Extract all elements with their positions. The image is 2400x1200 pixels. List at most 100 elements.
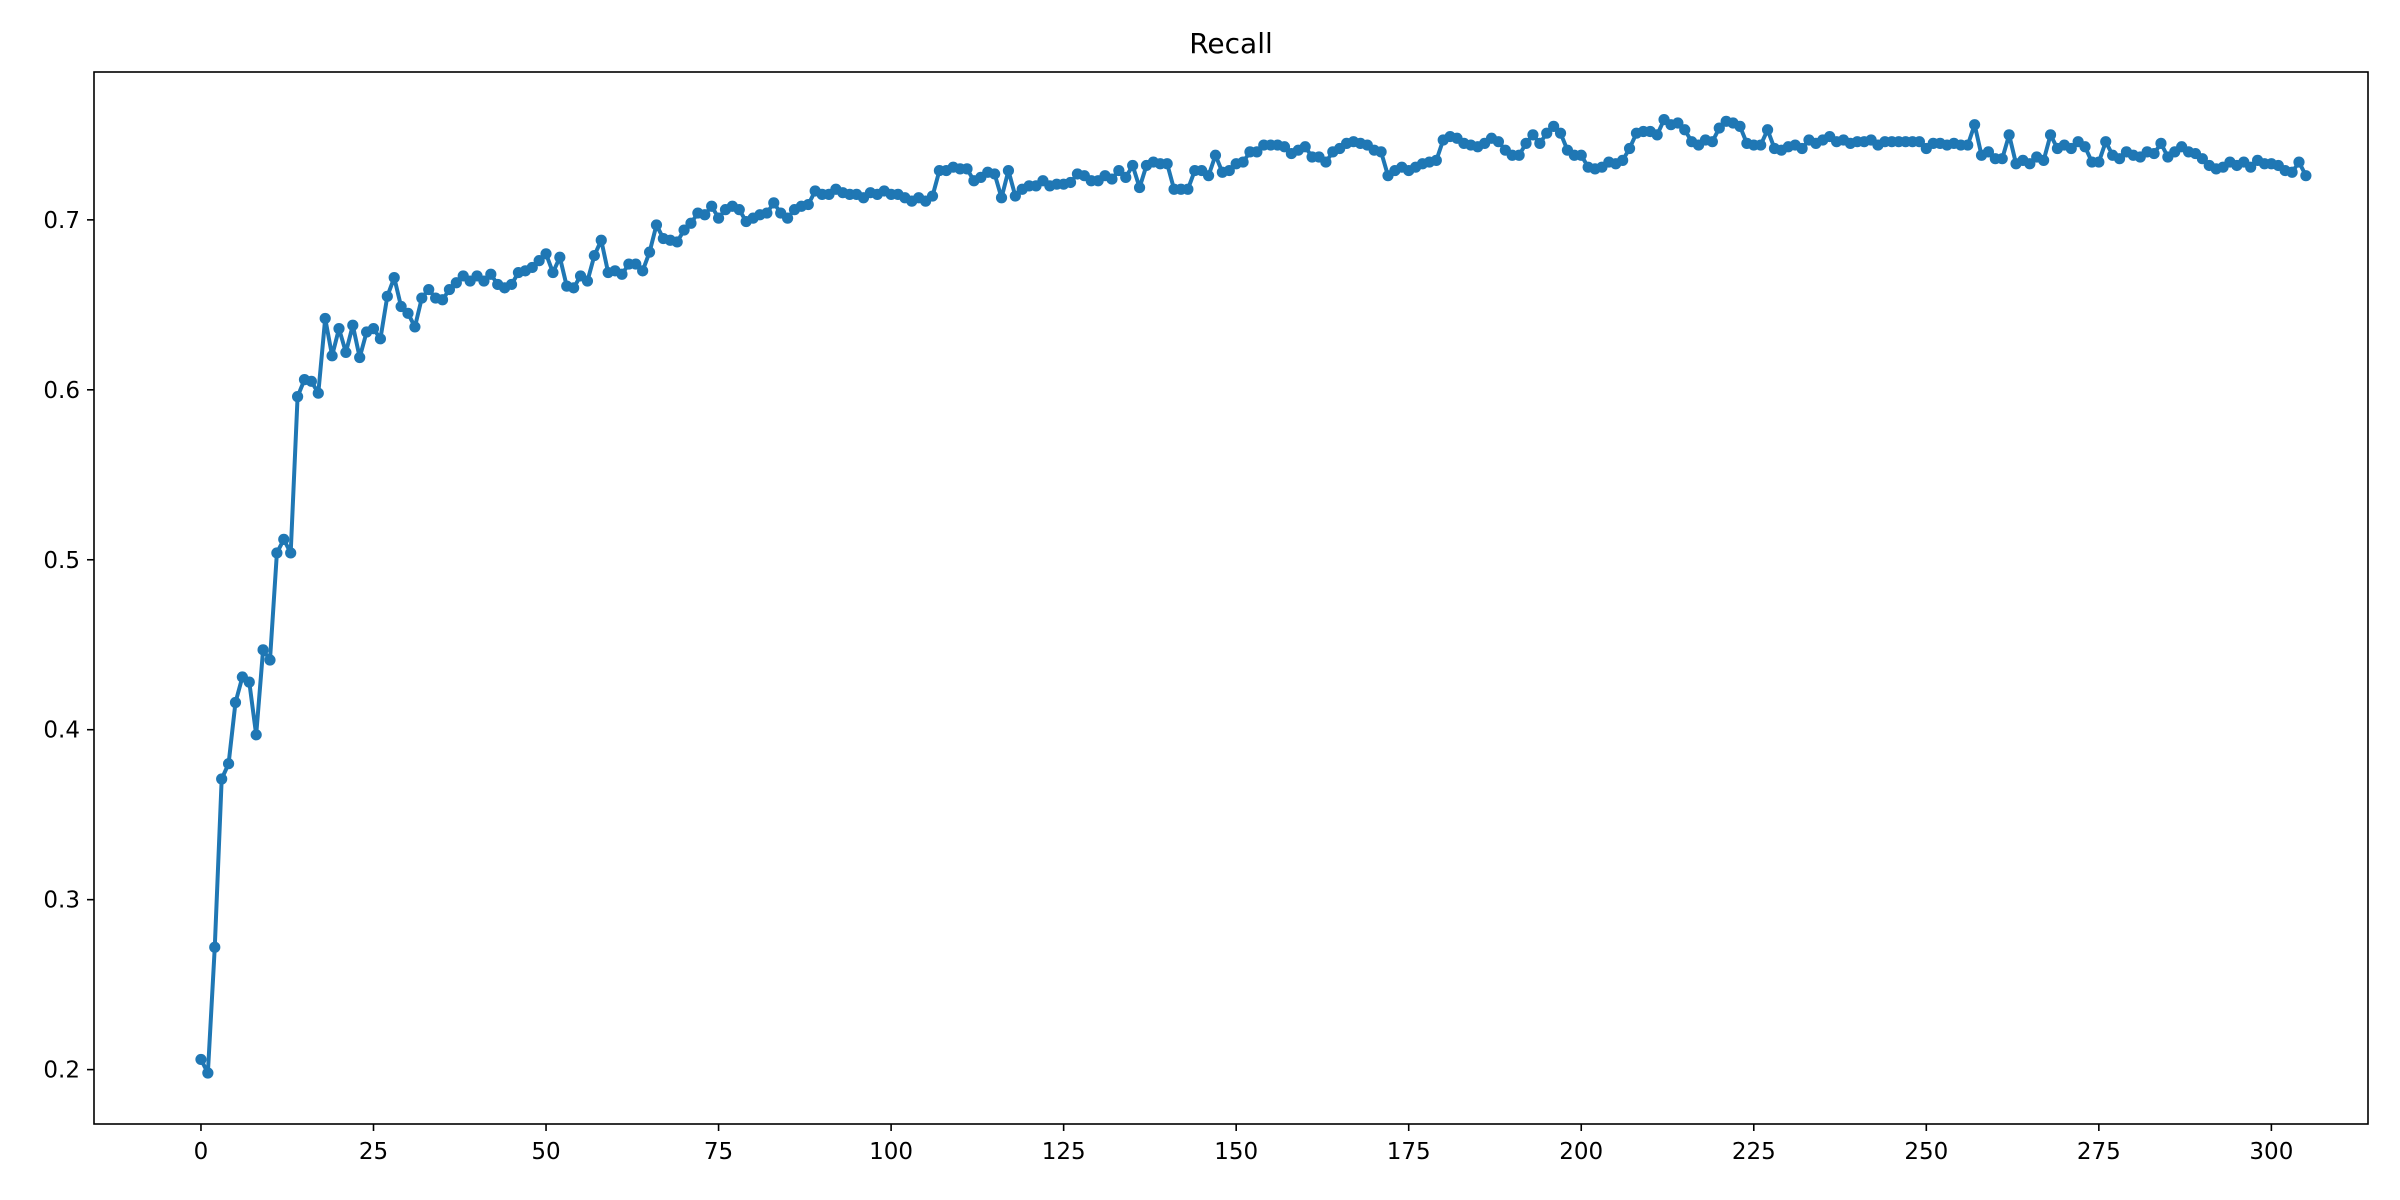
data-point (1617, 154, 1629, 166)
data-point (1106, 173, 1118, 185)
x-tick-label: 250 (1904, 1139, 1948, 1165)
x-tick-label: 225 (1732, 1139, 1776, 1165)
data-point (554, 251, 566, 263)
data-point (533, 255, 545, 267)
y-tick-label: 0.5 (43, 548, 80, 574)
data-point (1541, 127, 1553, 139)
data-point (485, 268, 497, 280)
data-point (278, 533, 290, 545)
data-point (1554, 127, 1567, 139)
data-point (354, 351, 366, 364)
data-point (374, 333, 387, 345)
data-point (402, 307, 414, 319)
data-point (2113, 153, 2126, 165)
data-point (2079, 141, 2091, 153)
data-point (526, 261, 538, 274)
x-tick-label: 25 (359, 1139, 388, 1165)
data-point (423, 283, 435, 296)
data-point (2038, 154, 2050, 166)
data-point (1320, 156, 1332, 168)
data-point (2100, 136, 2112, 148)
data-point (1713, 122, 1725, 134)
data-point (291, 391, 304, 403)
data-point (395, 300, 407, 313)
data-point (388, 272, 400, 284)
x-tick-label: 175 (1387, 1139, 1431, 1165)
data-point (1113, 164, 1125, 177)
y-tick-label: 0.7 (43, 208, 80, 234)
data-point (1375, 146, 1387, 158)
data-point (1278, 141, 1291, 153)
data-point (1002, 164, 1015, 177)
y-tick-label: 0.3 (43, 888, 80, 914)
data-point (1796, 142, 1808, 155)
data-point (1120, 171, 1132, 183)
data-point (802, 198, 814, 211)
data-point (547, 266, 559, 279)
data-point (2003, 129, 2015, 141)
data-point (1299, 141, 1311, 153)
data-point (1520, 137, 1532, 149)
data-point (581, 275, 594, 287)
data-point (1182, 183, 1194, 195)
data-point (1913, 136, 1926, 148)
data-point (2044, 129, 2057, 141)
data-point (995, 192, 1008, 204)
data-point (1982, 146, 1995, 158)
data-point (1251, 146, 1263, 158)
data-point (1430, 154, 1442, 166)
data-point (1492, 136, 1505, 148)
data-point (250, 729, 262, 741)
data-point (637, 265, 649, 277)
data-point (1513, 149, 1525, 161)
data-point (319, 312, 331, 325)
data-point (285, 547, 297, 559)
x-tick-label: 0 (194, 1139, 209, 1165)
data-point (1734, 120, 1746, 132)
data-point (595, 234, 607, 246)
data-point (926, 190, 939, 202)
data-point (505, 278, 518, 291)
data-point (443, 283, 456, 296)
data-point (478, 275, 490, 287)
data-point (1223, 164, 1235, 177)
axes: 0 25 50 75 100 125 150 175 200 225 250 275 300 0.2 0.3… (43, 71, 2369, 1165)
data-point (416, 292, 428, 304)
data-point (1575, 149, 1587, 161)
data-point (685, 217, 697, 229)
data-point (2065, 142, 2077, 155)
data-point (706, 200, 718, 212)
data-point (1527, 129, 1539, 141)
data-point (326, 350, 338, 362)
data-point (409, 321, 421, 333)
data-point (222, 758, 235, 770)
data-point (1679, 124, 1691, 136)
data-point (202, 1067, 214, 1079)
data-point (195, 1053, 207, 1066)
data-point (216, 773, 228, 785)
data-point (1127, 159, 1139, 172)
data-point (2155, 137, 2167, 149)
data-point (1962, 139, 1974, 151)
data-point (1009, 190, 1021, 202)
data-point (699, 209, 711, 221)
data-point (312, 387, 324, 399)
data-point (347, 319, 359, 331)
series-layer (195, 113, 2312, 1079)
data-point (1755, 139, 1767, 151)
y-tick-label: 0.4 (43, 718, 80, 744)
data-point (643, 246, 656, 258)
data-point (650, 219, 663, 231)
data-point (1548, 120, 1560, 132)
x-tick-label: 150 (1214, 1139, 1258, 1165)
data-point (588, 249, 600, 262)
data-point (1202, 170, 1215, 182)
x-tick-label: 125 (1042, 1139, 1086, 1165)
data-point (1761, 124, 1774, 136)
data-point (229, 696, 242, 709)
data-point (540, 248, 552, 260)
data-point (616, 268, 628, 280)
data-point (1672, 117, 1684, 129)
data-point (2300, 170, 2312, 182)
